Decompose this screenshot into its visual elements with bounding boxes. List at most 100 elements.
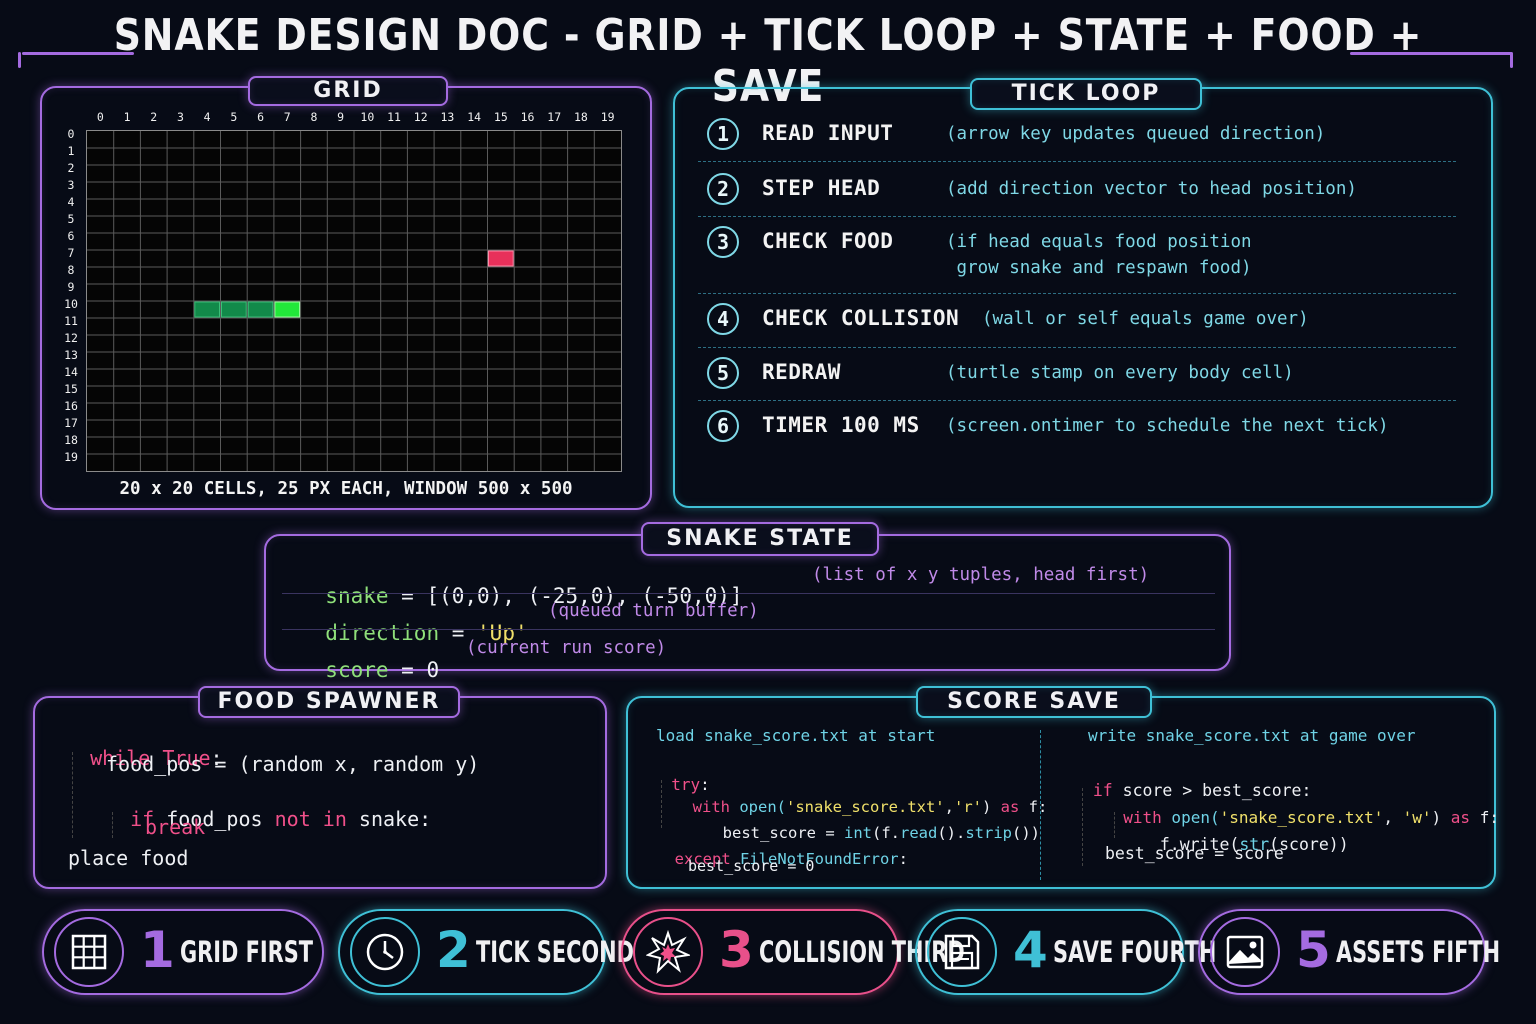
food-if-keyword: if [130,807,155,831]
grid-row-label: 1 [67,143,75,158]
save-line-with-write: with open('snake_score.txt', 'w') as f: [1104,789,1499,827]
clock-icon [350,917,420,987]
grid-column-label: 17 [547,110,562,124]
state-snake-comment: (list of x y tuples, head first) [812,565,1150,585]
indent-guide-2 [112,812,113,838]
except-keyword: except [674,850,731,868]
grid-row-label: 5 [67,211,75,226]
grid-column-label: 19 [600,110,615,124]
step-number-badge: 5 [707,357,739,389]
close-read: ) [981,798,1001,816]
state-direction-value: 'Up' [477,621,528,645]
grid-caption: 20 x 20 CELLS, 25 PX EACH, WINDOW 500 x … [119,479,573,499]
write-indent-guide-2 [1114,812,1115,838]
pill-number: 4 [1013,921,1048,979]
state-line-snake: snake = [(0,0), (-25,0), (-50,0)] [300,560,742,608]
food-cell [488,250,514,267]
grid-column-label: 7 [283,110,291,124]
grid-column-label: 11 [387,110,401,124]
step-label: CHECK FOOD [762,229,894,253]
try-keyword: try [671,775,701,794]
best-assign-c: (). [937,824,966,842]
str-call: str [1239,835,1270,854]
as-keyword-write: as [1450,808,1471,827]
food-line-if: if food_pos not in snake: [106,783,431,831]
open-call-write: open( [1161,808,1220,827]
grid-row-label: 6 [67,228,75,243]
grid-column-label: 1 [123,110,131,124]
title-line-right-hook [1510,52,1513,68]
grid-column-label: 5 [230,110,238,124]
state-line-score: score = 0 [300,634,439,682]
state-separator-1 [282,593,1215,594]
food-if-b: snake: [346,807,432,831]
pill-step-5[interactable]: 5 ASSETS FIFTH [1198,909,1500,995]
state-direction-comment: (queued turn buffer) [548,601,759,621]
save-line-write: f.write(str(score)) [1140,816,1349,854]
food-spawner-tab: FOOD SPAWNER [198,686,460,718]
grid-row-label: 13 [64,347,78,362]
step-label: READ INPUT [762,121,894,145]
save-line-try: try: [652,756,710,794]
state-separator-2 [282,629,1215,630]
grid-column-label: 14 [467,110,482,124]
load-indent-guide [661,780,662,828]
if-cond-save: score > best_score: [1112,781,1312,800]
state-score-var: score [325,658,389,682]
title-line-right [1350,52,1512,55]
food-line-while: while True: [66,722,223,770]
step-number-badge: 1 [707,118,739,150]
pill-number: 3 [719,921,754,979]
write-indent-guide [1082,788,1083,866]
comma-read: , [944,798,954,816]
grid-icon [54,917,124,987]
step-description: (if head equals food position grow snake… [946,232,1252,278]
write-title: write snake_score.txt at game over [1088,726,1416,745]
pill-step-1[interactable]: 1 GRID FIRST [42,909,324,995]
floppy-icon [927,917,997,987]
step-number-badge: 3 [707,226,739,258]
indent-guide-1 [72,752,73,838]
food-true-keyword: True [162,746,211,770]
grid-tab: GRID [248,76,448,106]
grid-row-label: 3 [67,177,75,192]
error-name: FileNotFoundError [730,850,899,868]
if-keyword-save: if [1092,781,1113,800]
grid-row-label: 15 [64,381,78,396]
grid-row-label: 7 [67,245,75,260]
step-number-badge: 2 [707,173,739,205]
step-description: (add direction vector to head position) [946,179,1357,199]
pill-number: 1 [140,921,175,979]
f-var-read: f: [1019,798,1048,816]
close-write: ) [1431,808,1451,827]
with-keyword-read: with [692,798,730,816]
title-line-left [22,52,134,55]
grid-row-label: 8 [67,262,75,277]
food-if-a: food_pos [154,807,275,831]
step-separator [698,293,1456,294]
food-while-colon: : [210,746,223,770]
tick-loop-tab: TICK LOOP [970,78,1202,110]
burst-icon [633,917,703,987]
snake-state-tab: SNAKE STATE [641,522,879,556]
pill-step-2[interactable]: 2 TICK SECOND [338,909,634,995]
grid-column-label: 10 [360,110,375,124]
food-while-keyword: while [90,746,151,770]
state-snake-var: snake [325,584,389,608]
pill-label: GRID FIRST [180,935,313,969]
grid-row-label: 9 [67,279,75,294]
grid-row-label: 10 [64,296,78,311]
mode-read: 'r' [953,798,982,816]
step-description: (arrow key updates queued direction) [946,124,1326,144]
pill-step-4[interactable]: 4 SAVE FOURTH [915,909,1216,995]
state-line-direction: direction = 'Up' [300,597,528,645]
pill-number: 5 [1296,921,1331,979]
grid-column-label: 16 [520,110,535,124]
game-grid [86,130,622,472]
food-line-place: place food [68,846,189,870]
save-line-assign: best_score = score [1105,844,1284,863]
step-label: CHECK COLLISION [762,306,960,330]
step-number-badge: 6 [707,410,739,442]
grid-column-label: 9 [337,110,345,124]
pill-step-3[interactable]: 3 COLLISION THIRD [621,909,965,995]
